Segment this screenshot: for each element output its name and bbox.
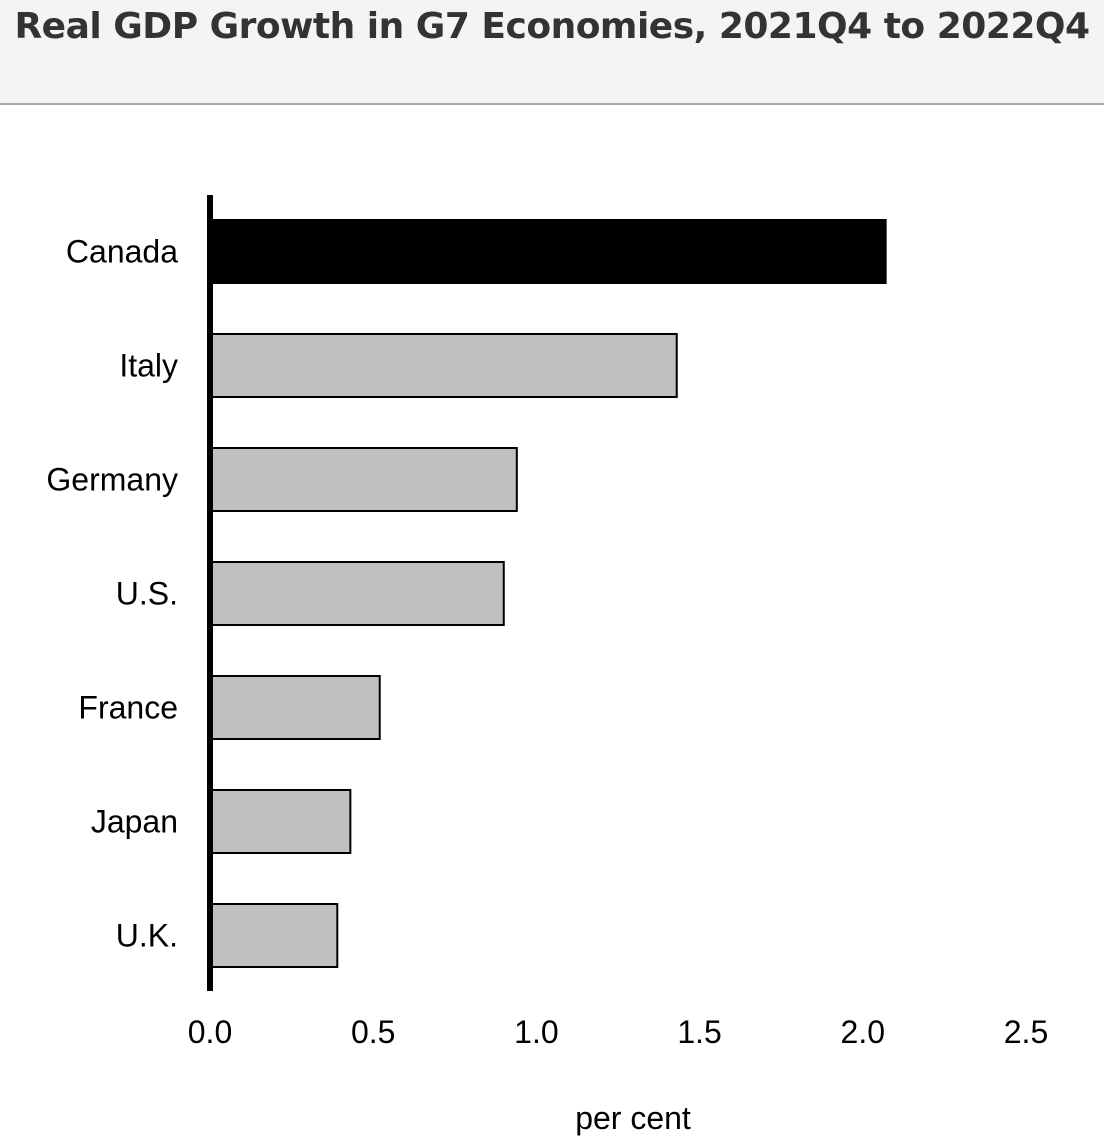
bar-italy <box>209 333 678 398</box>
x-tick-label: 1.0 <box>514 1014 558 1050</box>
bar-u-k <box>209 903 339 968</box>
bar-france <box>209 675 381 740</box>
category-label: Germany <box>46 462 178 498</box>
bars-layer <box>209 219 887 968</box>
bar-japan <box>209 789 352 854</box>
x-axis-title: per cent <box>575 1100 691 1136</box>
x-tick-label: 2.0 <box>841 1014 885 1050</box>
x-tick-label: 0.0 <box>188 1014 232 1050</box>
chart-header: Real GDP Growth in G7 Economies, 2021Q4 … <box>0 0 1104 105</box>
x-axis-tick-labels: 0.0 0.5 1.0 1.5 2.0 2.5 <box>188 1014 1048 1050</box>
category-label: Italy <box>119 348 178 384</box>
chart-title: Real GDP Growth in G7 Economies, 2021Q4 … <box>14 6 1090 47</box>
x-tick-label: 2.5 <box>1004 1014 1048 1050</box>
bar-u-s <box>209 561 505 626</box>
bar-canada <box>209 219 887 284</box>
x-tick-label: 1.5 <box>677 1014 721 1050</box>
category-labels: Canada Italy Germany U.S. France Japan U.K. <box>46 234 178 954</box>
category-label: Japan <box>91 804 178 840</box>
category-label: U.K. <box>116 918 178 954</box>
category-label: France <box>78 690 178 726</box>
category-label: Canada <box>66 234 178 270</box>
x-tick-label: 0.5 <box>351 1014 395 1050</box>
category-label: U.S. <box>116 576 178 612</box>
bar-germany <box>209 447 518 512</box>
gdp-bar-chart: Canada Italy Germany U.S. France Japan U.K. 0.… <box>46 195 1048 1136</box>
